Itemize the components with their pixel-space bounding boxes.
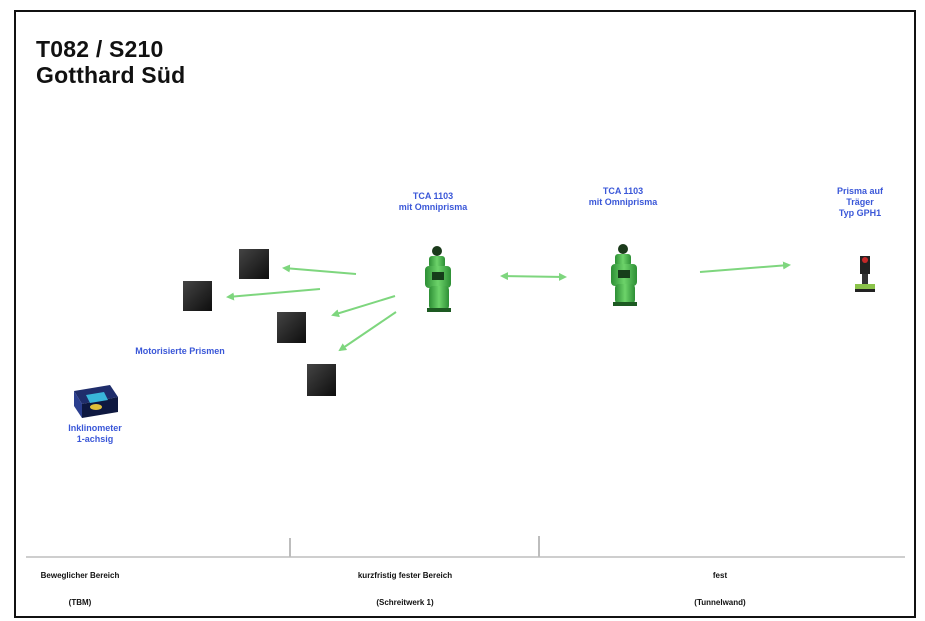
zone-fixed-label: fest [712, 571, 728, 580]
measurement-arrows [226, 261, 791, 352]
inclinometer-label-line2: 1-achsig [76, 434, 114, 444]
zone-movable-sub: (TBM) [68, 598, 92, 607]
diagram-title: T082 / S210 [36, 36, 164, 62]
zone-temp-fixed-sub: (Schreitwerk 1) [376, 598, 434, 607]
prism-cube-icon [183, 249, 336, 396]
prisma-label-line1: Prisma auf [836, 186, 884, 196]
arrow-between-stations [500, 272, 567, 281]
total-station-icon [611, 244, 637, 306]
inclinometer-icon [74, 385, 118, 418]
arrow-to-prism-1 [282, 264, 357, 275]
arrow-to-prism-3 [331, 295, 396, 318]
total-station-icon [425, 246, 451, 312]
zone-temp-fixed-label: kurzfristig fester Bereich [357, 571, 453, 580]
tca-left-label-line1: TCA 1103 [412, 191, 454, 201]
arrow-to-reflector [699, 261, 791, 273]
prisma-label-line2: Träger [846, 197, 874, 207]
zone-movable-label: Beweglicher Bereich [40, 571, 120, 580]
inclinometer-label: Inklinometer 1-achsig [45, 423, 145, 445]
diagram-frame [14, 10, 916, 618]
reflector-prism-icon [855, 256, 875, 292]
arrow-to-prism-4 [338, 311, 397, 352]
tca-left-label: TCA 1103 mit Omniprisma [368, 191, 498, 213]
tca-left-label-line2: mit Omniprisma [398, 202, 468, 212]
inclinometer-label-line1: Inklinometer [68, 423, 122, 433]
zone-axis [26, 536, 905, 558]
diagram-subtitle: Gotthard Süd [36, 62, 186, 88]
zone-fixed-sub: (Tunnelwand) [694, 598, 746, 607]
arrow-to-prism-2 [226, 288, 321, 301]
motorized-prisms-label: Motorisierte Prismen [135, 346, 225, 356]
tca-right-label-line1: TCA 1103 [602, 186, 644, 196]
tca-right-label-line2: mit Omniprisma [588, 197, 658, 207]
prisma-label: Prisma auf Träger Typ GPH1 [810, 186, 910, 219]
tca-right-label: TCA 1103 mit Omniprisma [558, 186, 688, 208]
prisma-label-line3: Typ GPH1 [838, 208, 882, 218]
